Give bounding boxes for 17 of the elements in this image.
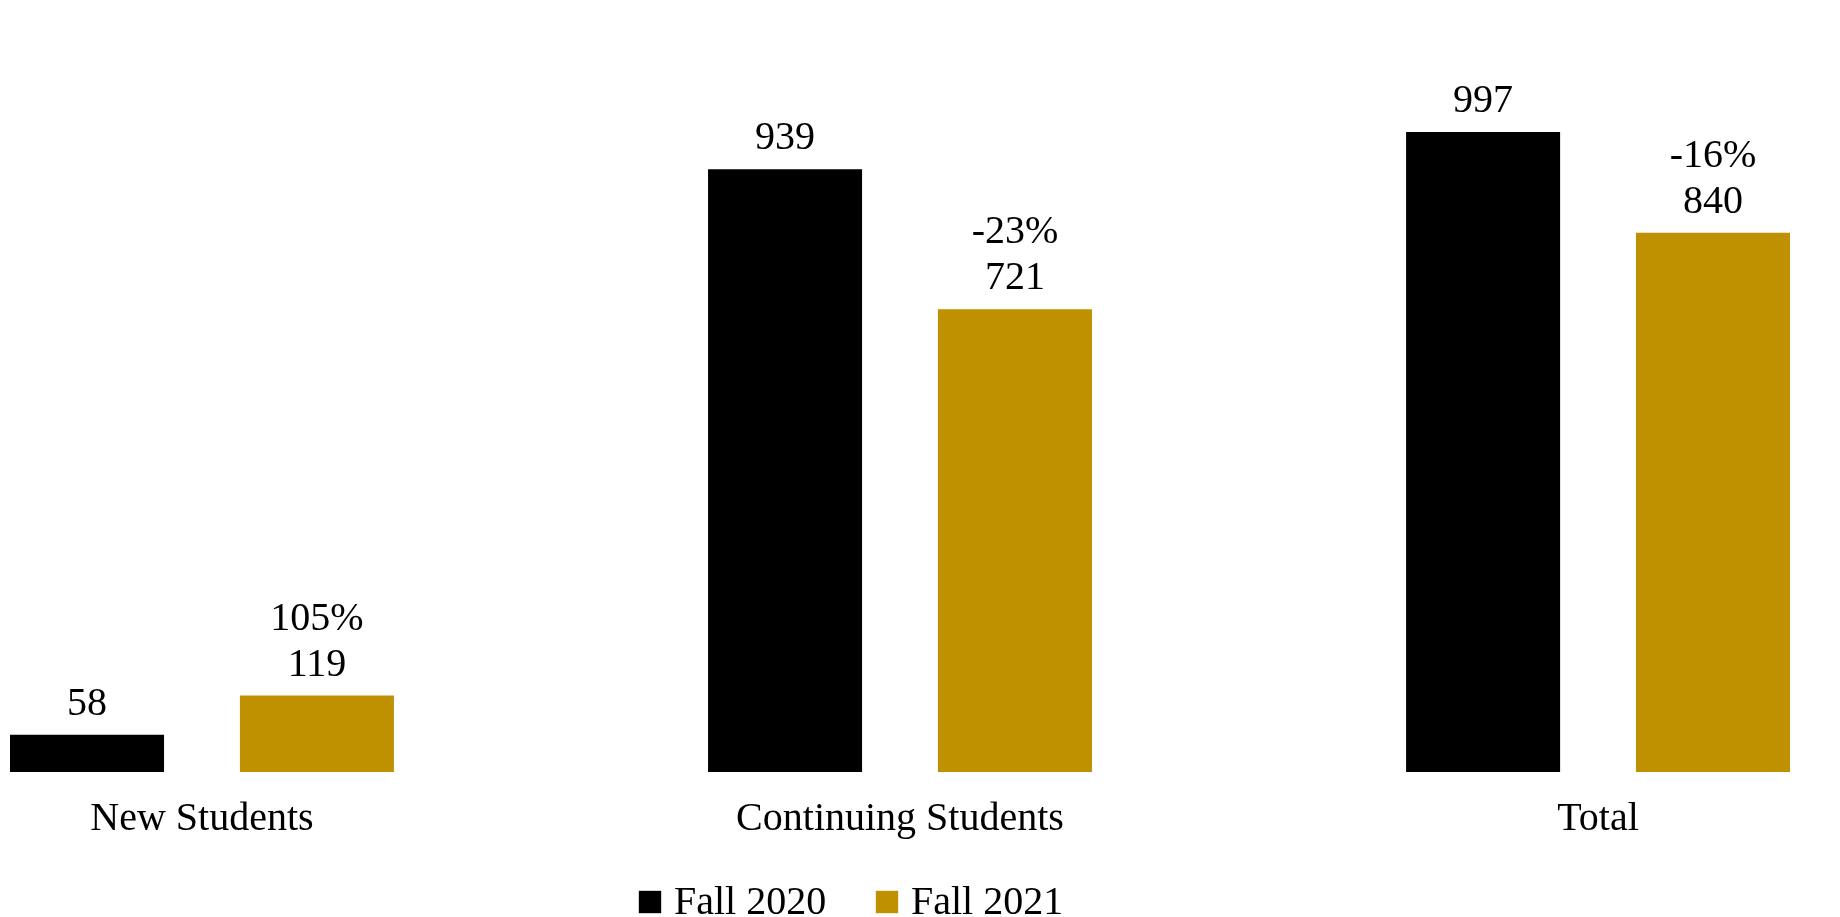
legend-label: Fall 2020 xyxy=(674,878,827,917)
x-tick-label: Continuing Students xyxy=(736,793,1064,839)
bar xyxy=(708,169,863,772)
text: -23% 721 xyxy=(971,207,1059,299)
text: 105% 119 xyxy=(270,593,364,685)
bar xyxy=(937,309,1092,772)
data-label: 58 xyxy=(67,678,108,724)
bar xyxy=(239,695,394,772)
legend-label: Fall 2021 xyxy=(911,878,1064,917)
bar xyxy=(1635,232,1790,772)
bar xyxy=(1406,132,1561,772)
bar xyxy=(10,734,165,772)
data-label: 997 xyxy=(1453,76,1514,121)
data-label: 939 xyxy=(755,113,816,159)
x-tick-label: New Students xyxy=(90,793,314,839)
text: -16% 840 xyxy=(1669,130,1757,222)
x-tick-label: Total xyxy=(1557,793,1639,839)
